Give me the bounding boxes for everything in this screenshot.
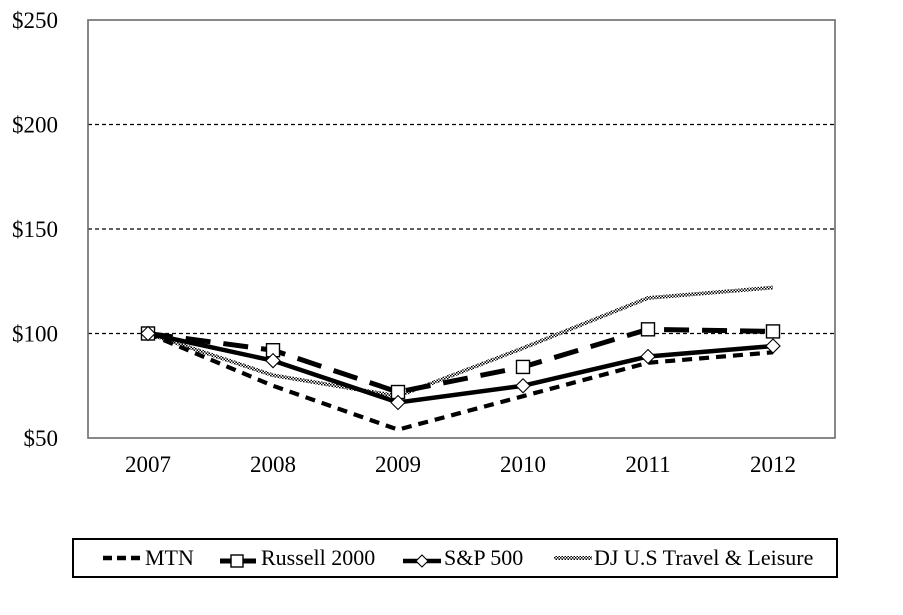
series-line-russell-2000 bbox=[147, 326, 774, 395]
y-tick-label-50: $50 bbox=[24, 426, 59, 451]
x-tick-label-2009: 2009 bbox=[375, 452, 421, 477]
x-tick-label-2010: 2010 bbox=[500, 452, 546, 477]
marker-diamond-s-p-500-2008 bbox=[265, 352, 281, 369]
marker-square-russell-2000-2011 bbox=[640, 322, 656, 337]
marker-square-russell-2000-2010 bbox=[515, 359, 531, 375]
x-tick-label-2008: 2008 bbox=[250, 452, 296, 477]
x-tick-label-2007: 2007 bbox=[125, 452, 171, 477]
series-line-mtn bbox=[147, 331, 774, 432]
legend-label-dj-us-travel-leisure: DJ U.S Travel & Leisure bbox=[594, 545, 814, 570]
legend-sample-sp-500-diamond-line bbox=[403, 554, 441, 568]
y-tick-label-150: $150 bbox=[12, 217, 58, 242]
legend-sample-russell-2000-square-line bbox=[220, 554, 256, 568]
series-line-s-p-500 bbox=[147, 331, 774, 405]
chart-legend: MTN Russell 2000 S&P 500 DJ U.S Travel &… bbox=[72, 538, 838, 578]
legend-sample-mtn-short-dash-line bbox=[103, 555, 143, 561]
marker-diamond-s-p-500-2007 bbox=[140, 325, 156, 342]
marker-square-russell-2000-2012 bbox=[765, 324, 781, 339]
y-tick-label-200: $200 bbox=[12, 113, 58, 138]
x-tick-label-2012: 2012 bbox=[750, 452, 796, 477]
legend-label-mtn: MTN bbox=[145, 545, 194, 570]
y-tick-label-100: $100 bbox=[12, 322, 58, 347]
legend-label-sp-500: S&P 500 bbox=[444, 545, 524, 570]
marker-diamond-s-p-500-2012 bbox=[765, 338, 781, 354]
marker-diamond-s-p-500-2011 bbox=[640, 348, 656, 365]
marker-diamond-s-p-500-2010 bbox=[515, 377, 531, 394]
x-tick-label-2011: 2011 bbox=[625, 452, 670, 477]
series-line-dj-u-s-travel-leisure bbox=[147, 285, 774, 399]
performance-line-chart: $250 $200 $150 $100 $50 2007 2008 2009 2010 2011 2… bbox=[12, 8, 836, 477]
y-tick-label-250: $250 bbox=[12, 8, 58, 33]
marker-diamond-s-p-500-2009 bbox=[390, 394, 406, 411]
legend-label-russell-2000: Russell 2000 bbox=[261, 545, 376, 570]
plot-area-border bbox=[87, 19, 836, 439]
legend-sample-dj-travel-stipple-line bbox=[554, 556, 592, 560]
